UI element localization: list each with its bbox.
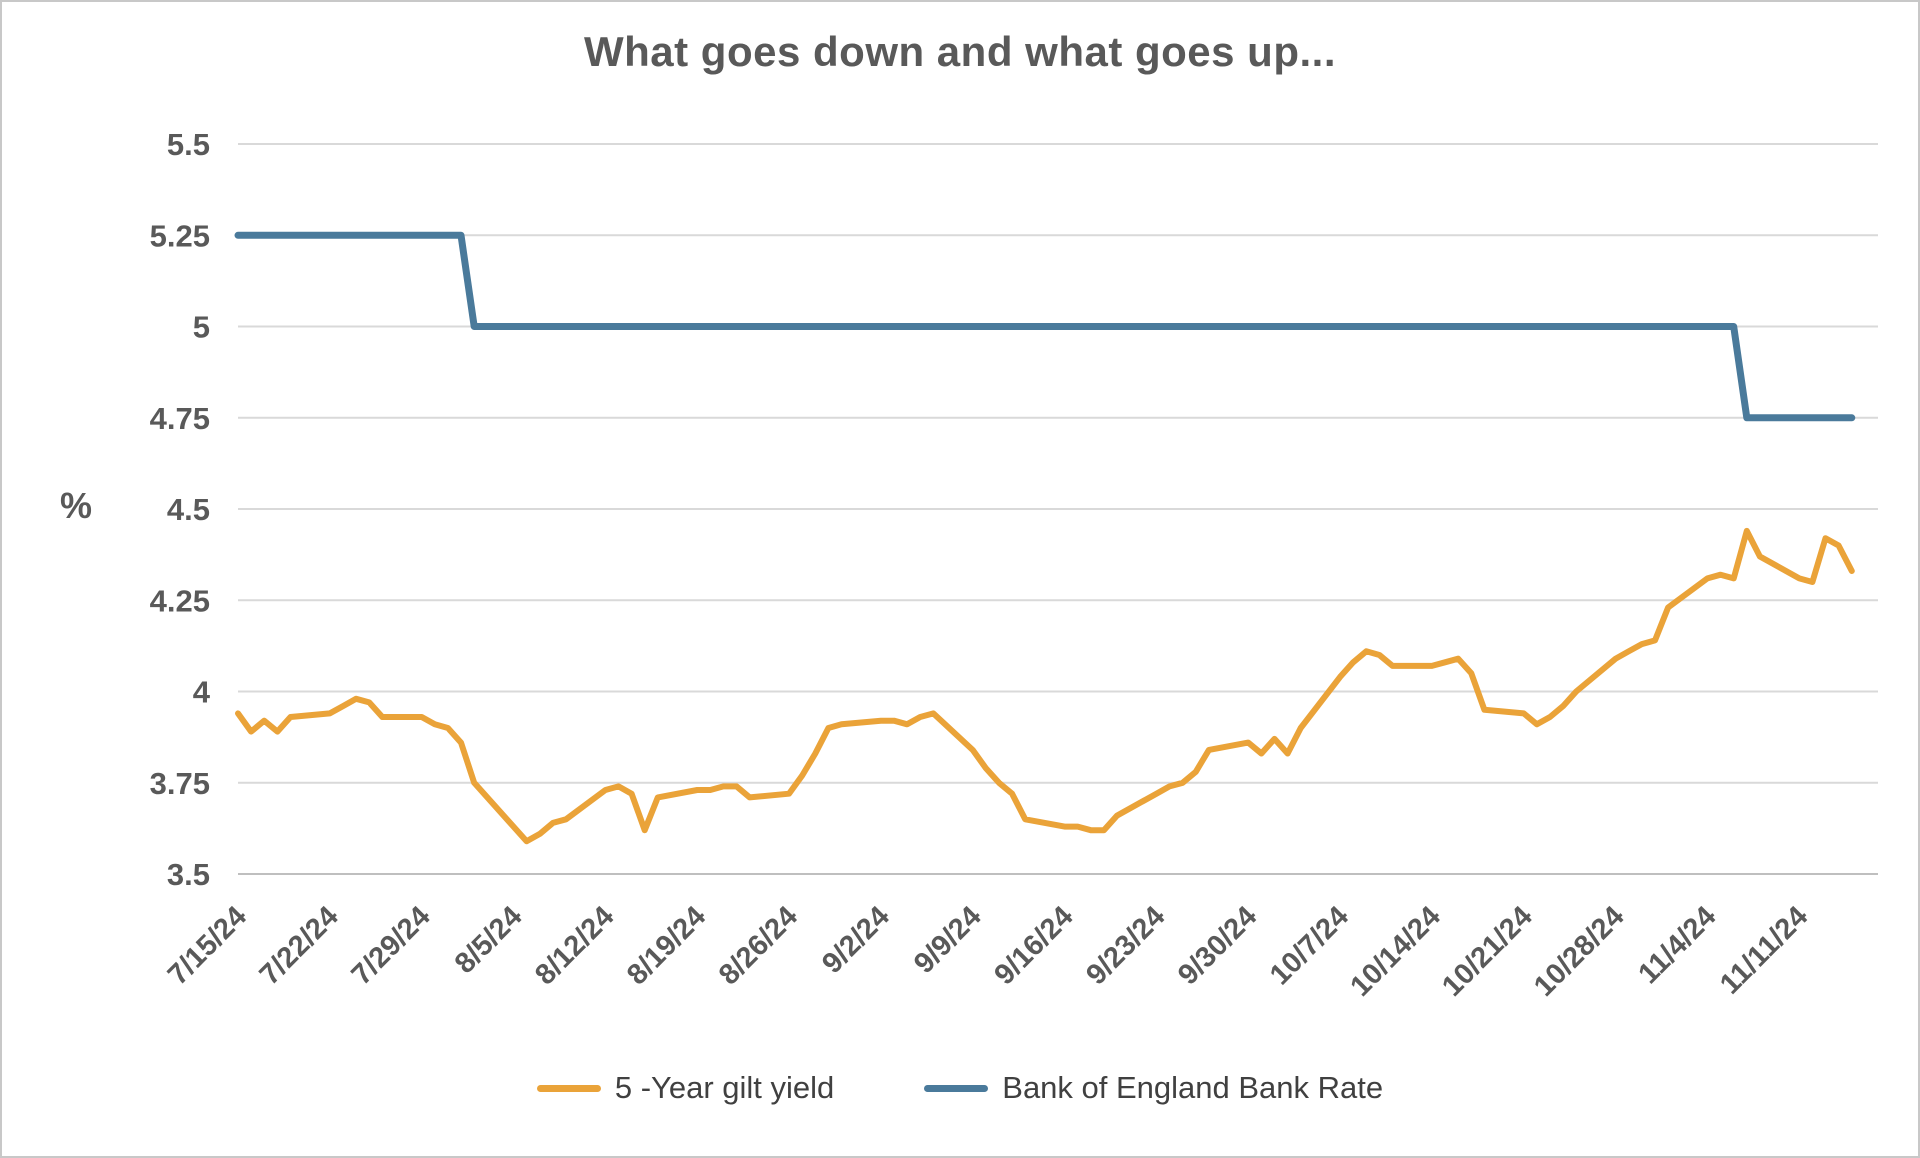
legend-label-bank-rate: Bank of England Bank Rate [1002,1070,1384,1105]
x-tick-label: 9/30/24 [1172,900,1263,991]
x-tick-label: 8/26/24 [713,900,804,991]
x-tick-label: 10/28/24 [1528,900,1630,1002]
x-tick-label: 7/15/24 [162,900,253,991]
x-tick-label: 8/19/24 [621,900,712,991]
legend-swatch-bank-rate [924,1084,989,1092]
gilt-yield-line [235,527,1855,845]
x-tick-label: 8/5/24 [449,900,529,980]
legend-item-bank-rate: Bank of England Bank Rate [924,1070,1383,1106]
x-tick-label: 10/7/24 [1264,900,1355,991]
y-axis-title: % [60,485,93,526]
x-tick-label: 9/9/24 [908,900,988,980]
legend-item-gilt-yield: 5 -Year gilt yield [536,1070,835,1106]
y-tick-label: 3.75 [150,766,210,801]
x-tick-label: 10/14/24 [1344,900,1446,1002]
y-tick-label: 4 [193,675,211,710]
legend-label-gilt-yield: 5 -Year gilt yield [614,1070,835,1105]
x-tick-label: 10/21/24 [1436,900,1538,1002]
chart-title: What goes down and what goes up... [584,28,1336,75]
y-tick-label: 5 [193,310,210,345]
x-tick-label: 9/23/24 [1080,900,1171,991]
legend-swatch-gilt-yield [536,1084,601,1092]
y-tick-label: 4.75 [150,401,210,436]
chart-legend: 5 -Year gilt yield Bank of England Bank R… [2,1070,1918,1106]
y-tick-label: 5.25 [150,218,210,253]
y-tick-label: 3.5 [167,857,210,892]
x-tick-label: 8/12/24 [529,900,620,991]
x-tick-label: 9/2/24 [816,900,896,980]
x-tick-label: 9/16/24 [988,900,1079,991]
x-tick-label: 7/29/24 [346,900,437,991]
x-tick-label: 11/4/24 [1632,900,1722,990]
y-tick-label: 5.5 [167,127,210,162]
y-tick-label: 4.5 [167,492,210,527]
x-tick-label: 11/11/24 [1714,900,1814,1000]
y-tick-label: 4.25 [150,583,210,618]
bank-rate-line [234,231,1856,422]
x-tick-label: 7/22/24 [254,900,345,991]
